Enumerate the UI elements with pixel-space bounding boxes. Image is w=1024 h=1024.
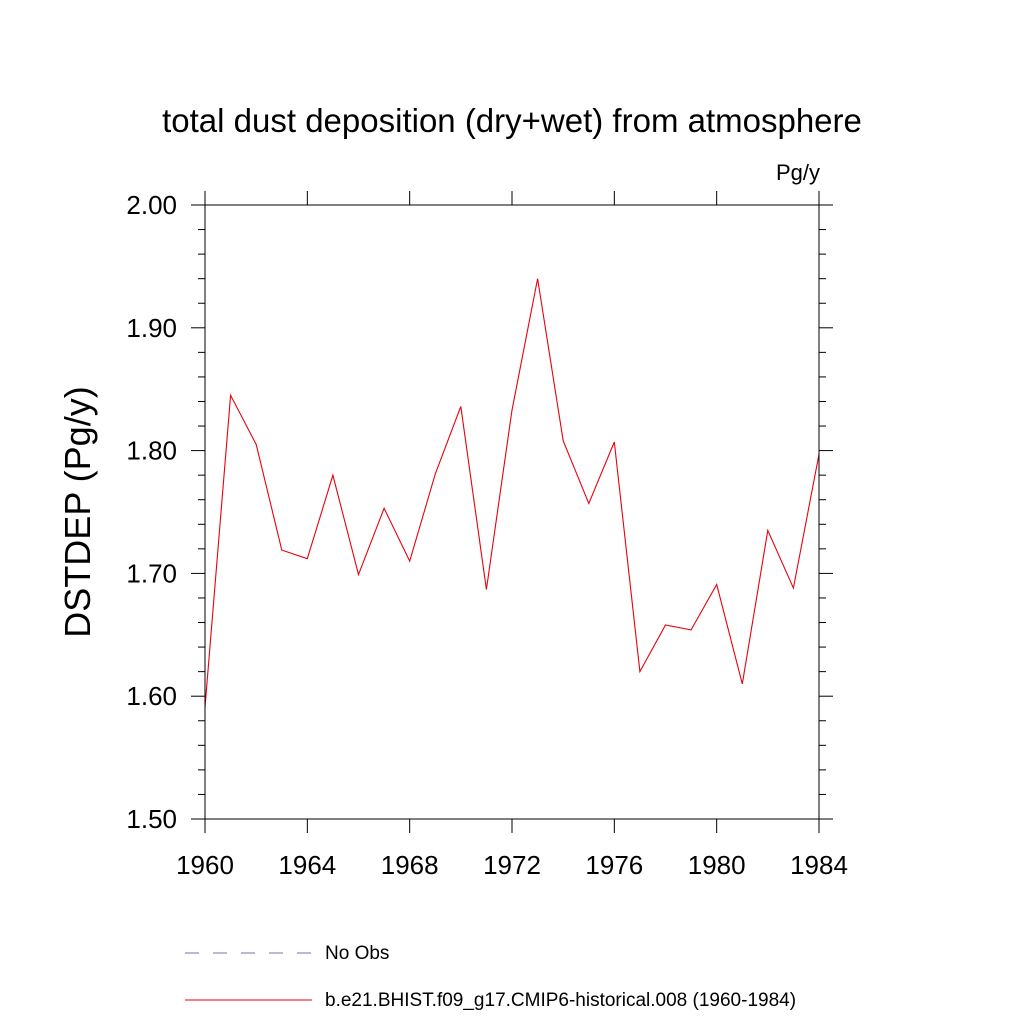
y-tick-label: 1.80 [126,436,177,466]
x-tick-label: 1968 [381,850,439,880]
series-layer [204,278,820,708]
y-tick-label: 1.60 [126,681,177,711]
legend-label-no-obs: No Obs [325,943,389,964]
y-tick-label: 1.50 [126,804,177,834]
x-tick-label: 1972 [483,850,541,880]
chart-title: total dust deposition (dry+wet) from atm… [162,102,862,139]
legend: No Obs b.e21.BHIST.f09_g17.CMIP6-histori… [185,943,796,1011]
plot-frame [204,204,820,820]
x-tick-label: 1964 [278,850,336,880]
axis-tick-labels: 1960 1964 1968 1972 1976 1980 1984 1.50 1.60 1.70… [126,190,848,880]
x-tick-label: 1980 [688,850,746,880]
y-tick-label: 1.70 [126,558,177,588]
y-tick-label: 2.00 [126,190,177,220]
units-label: Pg/y [776,160,820,185]
x-tick-label: 1984 [790,850,848,880]
y-tick-label: 1.90 [126,313,177,343]
legend-label-historical: b.e21.BHIST.f09_g17.CMIP6-historical.008… [325,990,796,1011]
x-tick-label: 1976 [585,850,643,880]
axis-ticks [191,191,833,833]
x-tick-label: 1960 [176,850,234,880]
series-line-0 [204,278,820,708]
y-axis-label: DSTDEP (Pg/y) [57,386,98,637]
